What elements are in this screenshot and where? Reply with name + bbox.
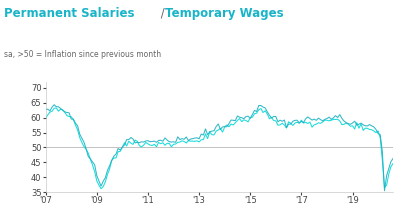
Text: Temporary Wages: Temporary Wages: [165, 7, 283, 20]
Text: Permanent Salaries: Permanent Salaries: [4, 7, 135, 20]
Text: /: /: [157, 7, 168, 20]
Text: sa, >50 = Inflation since previous month: sa, >50 = Inflation since previous month: [4, 50, 161, 59]
